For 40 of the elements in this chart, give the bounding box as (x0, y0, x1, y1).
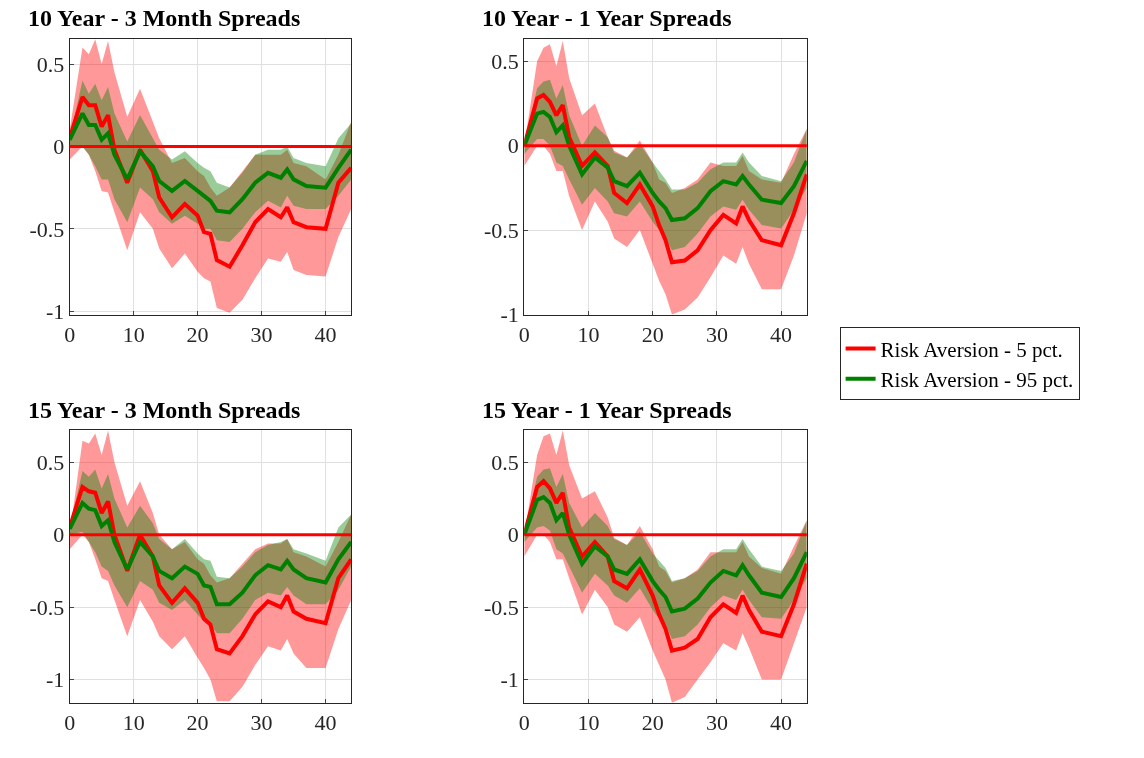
x-tick-label: 10 (577, 321, 600, 347)
line-series (69, 500, 352, 607)
y-tick-label: 0.5 (36, 51, 65, 77)
y-tick-label: 0 (507, 522, 519, 548)
x-tick-label: 30 (250, 710, 273, 736)
x-tick-label: 20 (641, 321, 664, 347)
chart-title: 10 Year - 3 Month Spreads (28, 5, 301, 31)
y-tick-label: -0.5 (484, 217, 519, 243)
y-tick-label: 0 (507, 133, 519, 159)
legend-label: Risk Aversion - 95 pct. (880, 367, 1074, 392)
y-tick-label: 0 (53, 522, 65, 548)
x-tick-label: 10 (577, 710, 600, 736)
x-tick-label: 20 (186, 321, 209, 347)
y-tick-label: -0.5 (29, 216, 65, 242)
y-tick-label: 0.5 (491, 48, 519, 74)
chart-title: 15 Year - 1 Year Spreads (482, 397, 732, 423)
line-series (69, 111, 352, 215)
x-tick-label: 40 (770, 321, 793, 347)
x-tick-label: 30 (705, 321, 728, 347)
x-tick-label: 10 (122, 321, 145, 347)
y-tick-label: -1 (45, 298, 65, 324)
x-tick-label: 40 (770, 710, 793, 736)
y-tick-label: -0.5 (29, 594, 65, 620)
x-tick-label: 20 (641, 710, 664, 736)
x-tick-label: 30 (250, 321, 273, 347)
y-tick-label: -1 (500, 667, 519, 693)
x-tick-label: 20 (186, 710, 209, 736)
x-tick-label: 10 (122, 710, 145, 736)
y-tick-label: -1 (500, 302, 519, 328)
y-tick-label: 0.5 (491, 450, 519, 476)
y-tick-label: 0 (53, 134, 65, 160)
chart-title: 10 Year - 1 Year Spreads (482, 5, 732, 31)
x-tick-label: 40 (314, 321, 337, 347)
x-tick-label: 40 (314, 710, 337, 736)
x-tick-label: 30 (705, 710, 728, 736)
y-tick-label: -1 (45, 667, 65, 693)
chart-title: 15 Year - 3 Month Spreads (28, 397, 301, 423)
y-tick-label: -0.5 (484, 594, 519, 620)
legend-label: Risk Aversion - 5 pct. (880, 337, 1063, 362)
y-tick-label: 0.5 (36, 450, 65, 476)
